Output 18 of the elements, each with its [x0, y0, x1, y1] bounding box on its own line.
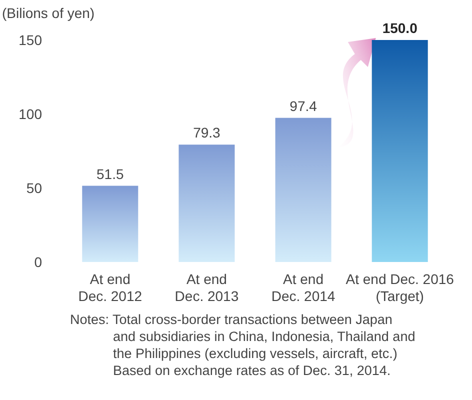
bar	[178, 144, 235, 262]
bar	[372, 40, 428, 262]
y-tick-label: 50	[26, 180, 42, 196]
bar	[82, 186, 138, 262]
x-tick-label: At end Dec. 2016 (Target)	[346, 271, 454, 304]
x-tick-label: At end Dec. 2013	[174, 271, 239, 304]
data-label: 51.5	[96, 166, 124, 182]
y-tick-label: 0	[34, 254, 42, 270]
y-axis-title: (Bilions of yen)	[2, 5, 95, 21]
x-tick-label: At end Dec. 2014	[271, 271, 336, 304]
data-label: 150.0	[382, 20, 418, 36]
bar	[275, 118, 332, 262]
data-label: 97.4	[290, 98, 318, 114]
y-tick-label: 150	[18, 32, 42, 48]
x-tick-label: At end Dec. 2012	[78, 271, 142, 304]
data-label: 79.3	[193, 124, 221, 141]
y-tick-label: 100	[18, 106, 42, 122]
text: Notes: Total cross-border transactions between Japan and subsidiaries in China, Indonesia, Thailand and the Philippines (excluding vessels, aircraft, etc.) Based on exchange rates as of Dec. 31, 2014.	[70, 312, 416, 378]
